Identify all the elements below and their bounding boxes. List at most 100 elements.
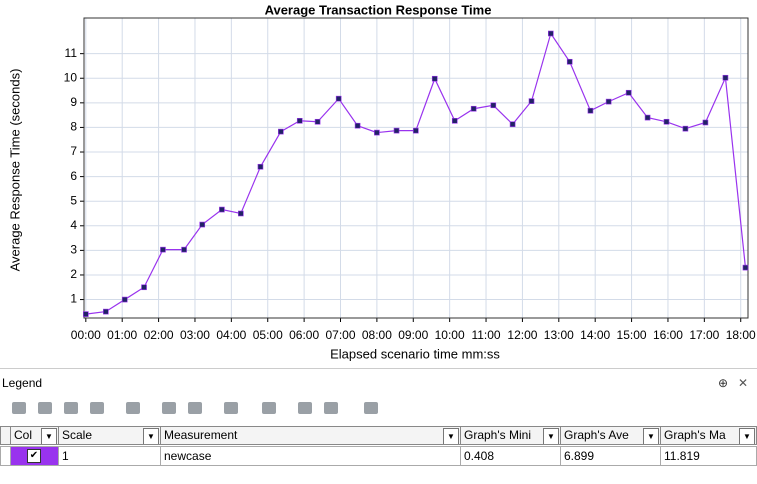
data-point [160,246,166,253]
y-axis-title: Average Response Time (seconds) [7,69,22,272]
header-text: Graph's Ave [564,428,629,442]
plot-border [83,17,749,319]
y-tick-label: 1 [70,292,77,306]
min-cell: 0.408 [460,446,561,466]
data-point [644,114,651,121]
dropdown[interactable]: ▼ [643,428,659,444]
toolbar-button[interactable] [262,402,276,414]
y-tick-label: 6 [70,169,77,183]
header-text: Graph's Mini [464,428,531,442]
x-tick-label: 05:00 [253,328,283,342]
x-tick-label: 02:00 [144,328,174,342]
data-point [374,129,380,136]
x-axis-title: Elapsed scenario time mm:ss [330,346,500,361]
column-header[interactable]: Scale ▼ [58,426,161,445]
toolbar-button[interactable] [224,402,238,414]
data-point [490,102,497,109]
y-tick-label: 4 [70,218,77,232]
measurement-cell: newcase [160,446,461,466]
data-point [682,125,689,132]
data-point [199,221,206,228]
x-tick-label: 15:00 [617,328,647,342]
column-header[interactable]: Col ▼ [10,426,59,445]
legend-title: Legend [2,376,43,390]
header-text: Scale [62,428,93,442]
data-point [335,95,342,102]
data-point [83,311,89,317]
x-tick-label: 01:00 [107,328,137,342]
x-tick-label: 16:00 [653,328,683,342]
dropdown[interactable]: ▼ [41,428,57,444]
data-point [296,117,303,124]
toolbar-button[interactable] [364,402,378,414]
data-point [141,284,147,291]
y-tick-label: 10 [64,70,78,84]
data-point [566,58,573,65]
x-tick-label: 03:00 [180,328,210,342]
y-tick-label: 3 [70,243,77,257]
x-tick-label: 14:00 [580,328,610,342]
x-tick-label: 06:00 [289,328,319,342]
toolbar-button[interactable] [188,402,202,414]
y-tick-label: 8 [70,120,77,134]
y-tick-label: 7 [70,144,77,158]
toolbar-button[interactable] [126,402,140,414]
header-text: Measurement [164,428,238,442]
x-tick-label: 00:00 [71,328,101,342]
data-point [103,308,109,315]
x-tick-label: 12:00 [507,328,537,342]
header-text: Col [14,428,33,442]
data-point [470,105,477,112]
data-point [548,30,554,37]
data-point [742,264,749,271]
data-point [625,89,632,96]
data-point [451,117,458,124]
data-point [238,210,244,217]
data-point [509,121,516,128]
x-tick-label: 18:00 [726,328,756,342]
data-point [314,118,321,125]
data-point [722,74,729,81]
x-tick-label: 07:00 [325,328,355,342]
y-tick-label: 2 [70,267,77,281]
y-tick-label: 9 [70,95,77,109]
dropdown[interactable]: ▼ [443,428,459,444]
pin-button[interactable]: ⊕ [718,376,729,390]
color-swatch[interactable]: ✔ [10,446,59,466]
x-tick-label: 09:00 [398,328,428,342]
x-tick-label: 10:00 [435,328,465,342]
dropdown[interactable]: ▼ [143,428,159,444]
chart: Average Transaction Response Time Averag… [7,2,756,361]
x-tick-label: 04:00 [216,328,246,342]
chart-title: Average Transaction Response Time [265,2,492,17]
data-point [587,107,594,114]
column-header[interactable]: Graph's Ave ▼ [560,426,661,445]
data-point [354,122,361,129]
separator [0,368,757,369]
avg-cell: 6.899 [560,446,661,466]
dropdown[interactable]: ▼ [543,428,559,444]
plot-area [84,18,748,318]
toolbar-button[interactable] [90,402,104,414]
max-cell: 11.819 [660,446,757,466]
dropdown[interactable]: ▼ [739,428,755,444]
toolbar-button[interactable] [162,402,176,414]
x-tick-label: 11:00 [471,328,500,342]
column-header[interactable]: Graph's Ma ▼ [660,426,757,445]
x-tick-label: 08:00 [362,328,392,342]
toolbar-button[interactable] [298,402,312,414]
header-text: Graph's Ma [664,428,726,442]
data-point [181,246,187,253]
toolbar-button[interactable] [12,402,26,414]
scale-cell: 1 [58,446,161,466]
toolbar-button[interactable] [38,402,52,414]
toolbar-button[interactable] [64,402,78,414]
x-tick-label: 17:00 [689,328,719,342]
column-header[interactable]: Graph's Mini ▼ [460,426,561,445]
checkbox[interactable]: ✔ [27,449,41,463]
close-button[interactable]: ✕ [738,376,749,390]
data-point [605,98,612,105]
toolbar-button[interactable] [324,402,338,414]
column-header[interactable]: Measurement ▼ [160,426,461,445]
